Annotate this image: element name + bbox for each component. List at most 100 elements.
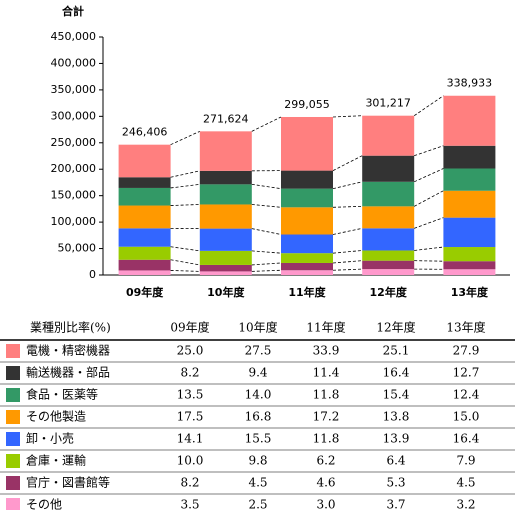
bar-segment xyxy=(443,190,496,218)
connector xyxy=(251,183,282,190)
bar-segment xyxy=(443,261,496,270)
bar-segment xyxy=(281,253,333,263)
legend-label: 官庁・図書館等 xyxy=(26,475,110,490)
table-cell: 11.4 xyxy=(313,366,340,380)
connector xyxy=(170,270,200,272)
connector xyxy=(170,204,200,206)
connector xyxy=(332,115,363,118)
connector xyxy=(332,181,363,190)
bar-segment xyxy=(199,228,252,251)
legend-swatch xyxy=(6,476,20,490)
bar-segment xyxy=(281,270,333,275)
connector xyxy=(170,246,200,252)
table-cell: 27.9 xyxy=(453,344,480,358)
bar-segment xyxy=(281,170,333,189)
table-cell: 17.2 xyxy=(313,410,340,424)
total-label: 301,217 xyxy=(365,97,411,110)
y-tick-label: 150,000 xyxy=(51,189,97,202)
bar-segment xyxy=(199,250,252,265)
connector xyxy=(332,268,363,271)
table-cell: 3.2 xyxy=(456,498,475,510)
bar-segment xyxy=(199,264,252,272)
bar-segment xyxy=(281,188,333,208)
y-tick-label: 0 xyxy=(89,268,96,281)
legend-label: 食品・医薬等 xyxy=(26,387,98,402)
legend-swatch xyxy=(6,432,20,446)
legend-label: その他 xyxy=(26,498,62,510)
table-cell: 6.4 xyxy=(386,454,405,468)
table-cell: 12.4 xyxy=(453,388,480,402)
connector xyxy=(332,155,363,171)
table-cell: 4.6 xyxy=(316,476,335,490)
connector xyxy=(332,260,363,264)
legend-label: その他製造 xyxy=(26,410,86,424)
bar-segment xyxy=(281,234,333,254)
table-cell: 16.8 xyxy=(245,410,272,424)
connector xyxy=(251,250,282,254)
bar-segment xyxy=(118,228,171,247)
table-cell: 8.2 xyxy=(180,366,199,380)
table-cell: 13.8 xyxy=(383,410,410,424)
connector xyxy=(332,250,363,254)
connector xyxy=(170,170,200,178)
y-tick-label: 450,000 xyxy=(51,30,97,43)
bar-segment xyxy=(199,131,252,171)
x-tick-label: 10年度 xyxy=(207,285,245,299)
bar-segment xyxy=(362,269,415,275)
legend-swatch xyxy=(6,388,20,402)
legend-swatch xyxy=(6,454,20,468)
bar-segment xyxy=(118,270,171,275)
legend-swatch xyxy=(6,366,20,380)
table-cell: 4.5 xyxy=(248,476,267,490)
bar-segment xyxy=(199,184,252,205)
bar-segment xyxy=(362,260,415,270)
total-label: 299,055 xyxy=(284,98,330,111)
bar-segment xyxy=(118,246,171,260)
y-tick-label: 300,000 xyxy=(51,109,97,122)
table-cell: 15.5 xyxy=(245,432,272,446)
table-cell: 27.5 xyxy=(245,344,272,358)
connector xyxy=(251,116,282,132)
connector xyxy=(170,259,200,266)
table-cell: 6.2 xyxy=(316,454,335,468)
bar-segment xyxy=(281,207,333,235)
connector xyxy=(251,204,282,208)
y-tick-label: 400,000 xyxy=(51,56,97,69)
bar-segment xyxy=(362,206,415,229)
table-title: 業種別比率(%) xyxy=(30,320,111,335)
x-tick-label: 12年度 xyxy=(370,285,408,299)
bar-segment xyxy=(443,217,496,248)
table-cell: 11.8 xyxy=(313,388,340,402)
bar-segment xyxy=(443,145,496,169)
bar-segment xyxy=(118,144,171,178)
x-tick-label: 13年度 xyxy=(451,285,489,299)
bar-segment xyxy=(199,204,252,229)
table-cell: 14.1 xyxy=(177,432,204,446)
table-cell: 25.1 xyxy=(383,344,410,358)
bar-segment xyxy=(443,95,496,146)
table-cell: 8.2 xyxy=(180,476,199,490)
bar-segment xyxy=(118,187,171,206)
connector xyxy=(414,145,444,157)
y-tick-label: 250,000 xyxy=(51,136,97,149)
table-cell: 10.0 xyxy=(177,454,204,468)
legend-swatch xyxy=(6,410,20,424)
bar-segment xyxy=(443,247,496,262)
table-cell: 3.5 xyxy=(180,498,199,510)
bar-segment xyxy=(118,205,171,229)
legend-label: 倉庫・運輸 xyxy=(26,453,86,468)
bar-segment xyxy=(362,115,415,156)
x-tick-label: 09年度 xyxy=(126,285,164,299)
connector xyxy=(414,246,444,251)
bar-segment xyxy=(199,271,252,275)
column-header: 13年度 xyxy=(446,320,485,335)
bar-segment xyxy=(281,262,333,271)
bar-segment xyxy=(118,259,171,271)
table-cell: 2.5 xyxy=(248,498,267,510)
column-header: 09年度 xyxy=(170,320,209,335)
connector xyxy=(414,190,444,207)
connector xyxy=(414,260,444,262)
y-tick-label: 350,000 xyxy=(51,83,97,96)
column-header: 12年度 xyxy=(376,320,415,335)
